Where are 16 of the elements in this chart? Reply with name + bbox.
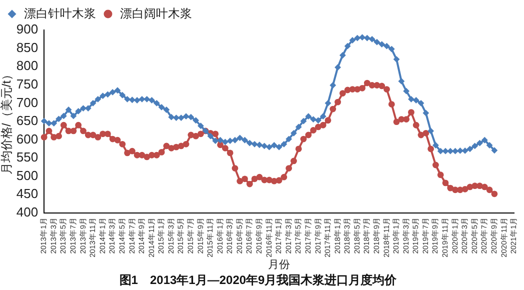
y-tick-label: 550 [16, 150, 38, 165]
legend-label: 漂白针叶木浆 [24, 6, 96, 20]
x-axis-title: 月份 [268, 259, 290, 272]
text: 图1 2013年1月—2020年9月我国木浆进口月度均价 [119, 273, 398, 288]
y-tick-label: 700 [16, 94, 38, 110]
legend-label: 漂白阔叶木浆 [120, 6, 192, 20]
y-tick-label: 800 [16, 58, 38, 74]
y-tick-label: 400 [16, 204, 38, 220]
y-tick-label: 500 [16, 168, 38, 183]
y-tick-label: 900 [16, 22, 38, 37]
y-tick-label: 650 [16, 113, 38, 128]
y-tick-label: 600 [16, 131, 38, 146]
y-tick-label: 450 [16, 186, 38, 202]
y-axis-title: 月均价格/（美元/t） [0, 68, 14, 174]
y-tick-label: 750 [16, 76, 38, 92]
y-tick-label: 850 [16, 40, 38, 55]
